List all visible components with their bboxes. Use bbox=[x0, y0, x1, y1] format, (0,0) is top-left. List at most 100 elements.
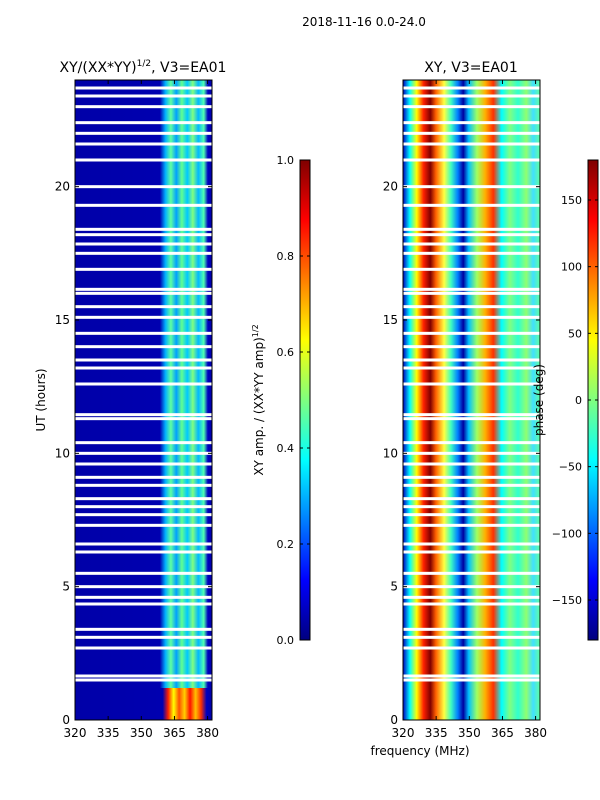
xtick-label: 335 bbox=[425, 726, 448, 740]
colorbar1-label: XY amp. / (XX*YY amp)1/2 bbox=[251, 324, 266, 475]
time-gap bbox=[75, 505, 212, 509]
time-gap bbox=[403, 462, 540, 466]
time-gap bbox=[75, 267, 212, 271]
colorbar-tick-label: 0.6 bbox=[277, 346, 295, 359]
panel1-yticks: 0 5 10 15 20 bbox=[55, 180, 212, 727]
colorbar-tick-label: 0.2 bbox=[277, 538, 295, 551]
time-gap bbox=[75, 94, 212, 98]
colorbar-tick-label: 0 bbox=[575, 394, 582, 407]
colorbar-tick-label: 150 bbox=[561, 194, 582, 207]
panel2-gaps bbox=[403, 86, 540, 682]
time-gap bbox=[403, 571, 540, 575]
colorbar1-ticks: 0.0 0.2 0.4 0.6 0.8 1.0 bbox=[277, 154, 310, 647]
xtick-label: 365 bbox=[491, 726, 514, 740]
time-gap bbox=[403, 315, 540, 319]
time-gap bbox=[75, 523, 212, 527]
time-gap bbox=[403, 678, 540, 682]
colorbar-tick-label: −100 bbox=[552, 527, 582, 540]
time-gap bbox=[75, 462, 212, 466]
time-gap bbox=[75, 233, 212, 237]
time-gap bbox=[75, 382, 212, 386]
time-gap bbox=[75, 475, 212, 479]
colorbar-tick-label: −50 bbox=[559, 461, 582, 474]
time-gap bbox=[75, 131, 212, 135]
time-gap bbox=[75, 497, 212, 501]
time-gap bbox=[403, 287, 540, 291]
time-gap bbox=[403, 158, 540, 162]
time-gap bbox=[75, 345, 212, 349]
panel-amplitude: XY/(XX*YY)1/2, V3=EA01 320 335 350 365 380 0… bbox=[34, 59, 226, 740]
time-gap bbox=[403, 441, 540, 445]
time-gap bbox=[403, 483, 540, 487]
time-gap bbox=[403, 233, 540, 237]
colorbar-amplitude: 0.0 0.2 0.4 0.6 0.8 1.0 XY amp. / (XX*YY amp)… bbox=[251, 154, 311, 647]
colorbar2-label: phase (deg) bbox=[532, 364, 546, 436]
time-gap bbox=[403, 227, 540, 231]
colorbar-phase: −150 −100 −50 0 50 100 150 phase (deg) bbox=[532, 159, 599, 641]
ytick-label: 10 bbox=[383, 446, 398, 460]
time-gap bbox=[75, 291, 212, 295]
time-gap bbox=[75, 678, 212, 682]
panel1-ylabel: UT (hours) bbox=[34, 368, 48, 431]
time-gap bbox=[403, 497, 540, 501]
time-gap bbox=[403, 305, 540, 309]
time-gap bbox=[403, 331, 540, 335]
ytick-label: 15 bbox=[383, 313, 398, 327]
time-gap bbox=[75, 483, 212, 487]
time-gap bbox=[403, 542, 540, 546]
panel-phase: XY, V3=EA01 320 335 350 365 380 0 5 10 15 20 fre… bbox=[370, 60, 547, 758]
xtick-label: 335 bbox=[97, 726, 120, 740]
time-gap bbox=[75, 287, 212, 291]
time-gap bbox=[75, 646, 212, 650]
time-gap bbox=[403, 417, 540, 421]
panel2-xlabel: frequency (MHz) bbox=[370, 744, 469, 758]
time-gap bbox=[75, 358, 212, 362]
time-gap bbox=[75, 86, 212, 90]
time-gap bbox=[403, 267, 540, 271]
time-gap bbox=[75, 305, 212, 309]
ytick-label: 20 bbox=[55, 180, 70, 194]
xtick-label: 320 bbox=[64, 726, 87, 740]
time-gap bbox=[75, 251, 212, 255]
time-gap bbox=[75, 571, 212, 575]
colorbar-tick-label: 0.8 bbox=[277, 250, 295, 263]
time-gap bbox=[403, 505, 540, 509]
xtick-label: 380 bbox=[524, 726, 547, 740]
time-gap bbox=[403, 366, 540, 370]
time-gap bbox=[403, 121, 540, 125]
time-gap bbox=[403, 513, 540, 517]
time-gap bbox=[403, 585, 540, 589]
ytick-label: 5 bbox=[62, 580, 70, 594]
time-gap bbox=[75, 105, 212, 109]
colorbar1-gradient bbox=[299, 159, 311, 641]
time-gap bbox=[403, 291, 540, 295]
time-gap bbox=[75, 242, 212, 246]
time-gap bbox=[403, 105, 540, 109]
colorbar2-ticks: −150 −100 −50 0 50 100 150 bbox=[552, 194, 598, 607]
time-gap bbox=[403, 345, 540, 349]
ytick-label: 0 bbox=[62, 713, 70, 727]
time-gap bbox=[75, 366, 212, 370]
time-gap bbox=[403, 86, 540, 90]
ytick-label: 0 bbox=[390, 713, 398, 727]
time-gap bbox=[75, 417, 212, 421]
time-gap bbox=[75, 550, 212, 554]
time-gap bbox=[403, 358, 540, 362]
time-gap bbox=[75, 627, 212, 631]
colorbar-tick-label: 1.0 bbox=[277, 154, 295, 167]
figure-suptitle: 2018-11-16 0.0-24.0 bbox=[302, 15, 426, 29]
time-gap bbox=[75, 585, 212, 589]
time-gap bbox=[403, 451, 540, 455]
time-gap bbox=[75, 331, 212, 335]
panel1-gaps bbox=[75, 86, 212, 682]
time-gap bbox=[403, 475, 540, 479]
time-gap bbox=[75, 203, 212, 207]
time-gap bbox=[403, 523, 540, 527]
ytick-label: 5 bbox=[390, 580, 398, 594]
time-gap bbox=[403, 242, 540, 246]
time-gap bbox=[75, 513, 212, 517]
xtick-label: 365 bbox=[163, 726, 186, 740]
time-gap bbox=[403, 203, 540, 207]
xtick-label: 350 bbox=[130, 726, 153, 740]
panel1-frame bbox=[74, 79, 213, 721]
